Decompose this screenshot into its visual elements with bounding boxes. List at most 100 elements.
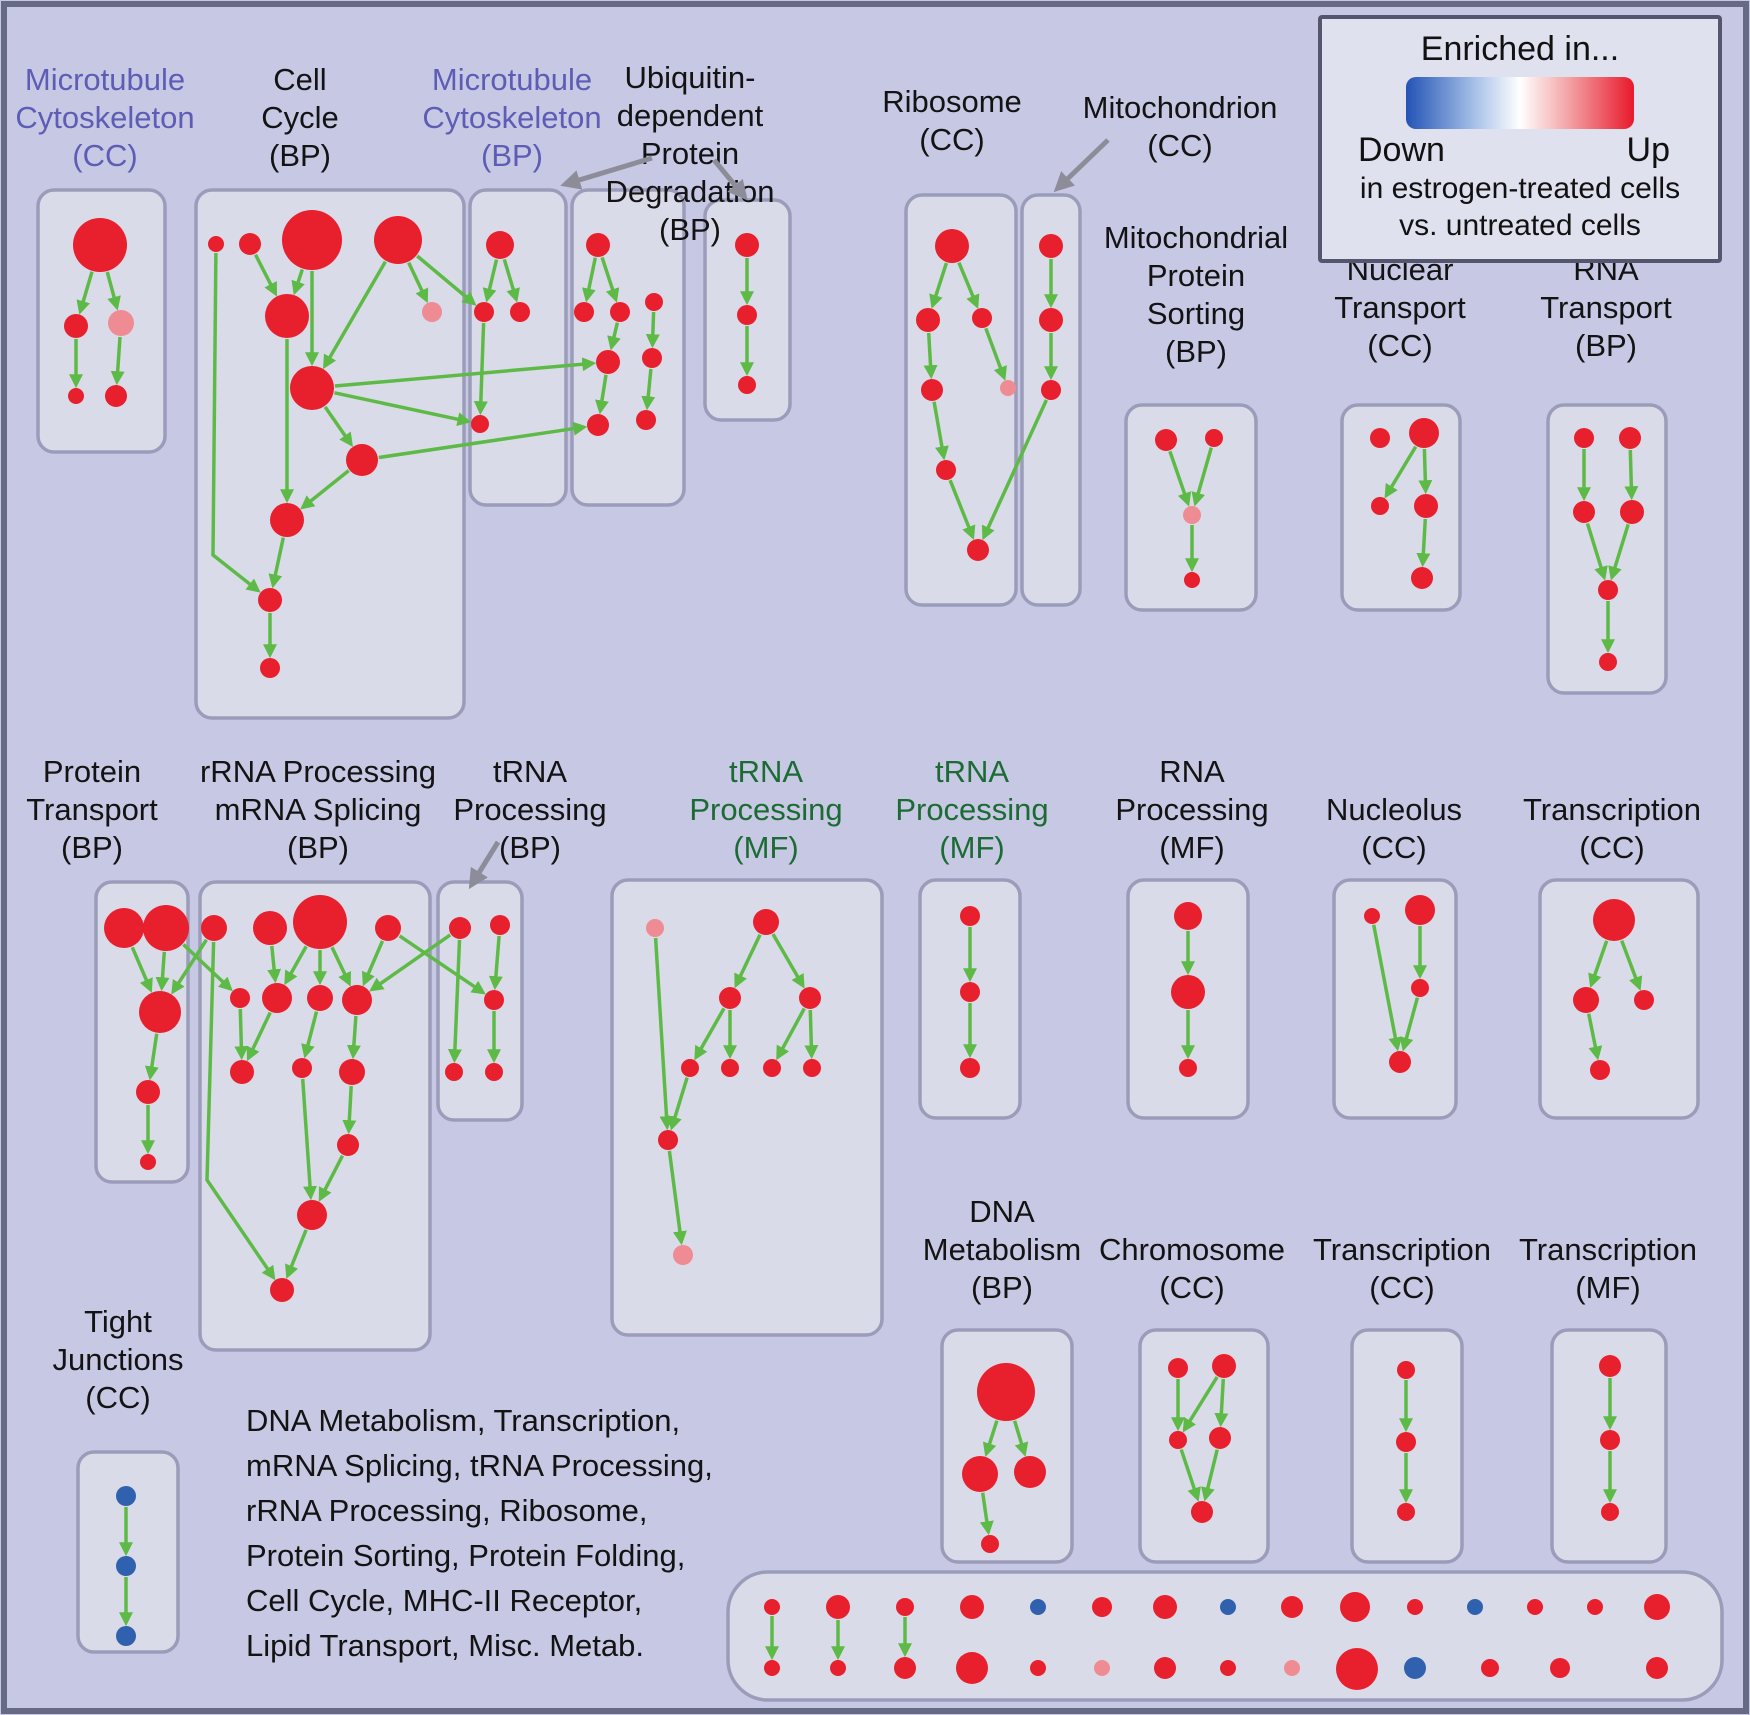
go-term-node <box>1411 567 1433 589</box>
cluster-label-cell-cycle-bp: Cell Cycle (BP) <box>261 62 339 173</box>
go-term-node <box>981 1535 999 1553</box>
go-term-node <box>1411 979 1429 997</box>
annotation-arrow <box>560 155 653 190</box>
go-term-node <box>270 503 304 537</box>
go-term-node <box>894 1657 916 1679</box>
edge-arrow <box>1201 1449 1219 1502</box>
edge-arrow <box>641 368 656 411</box>
go-term-node <box>673 1245 693 1265</box>
go-term-node <box>1599 653 1617 671</box>
go-term-node <box>636 410 656 430</box>
go-term-node <box>230 988 250 1008</box>
go-term-node <box>342 985 372 1015</box>
edge-arrow <box>369 933 452 992</box>
go-term-node <box>1169 1431 1187 1449</box>
edge-arrow <box>211 252 261 593</box>
edge-arrow <box>1012 1420 1029 1457</box>
annotation-arrow <box>712 158 748 201</box>
go-term-node <box>1191 1501 1213 1523</box>
go-term-node <box>1174 902 1202 930</box>
edge-arrow <box>267 945 282 984</box>
go-term-node <box>764 1660 780 1676</box>
go-term-node <box>960 1058 980 1078</box>
go-term-node <box>1030 1599 1046 1615</box>
annotation-arrow <box>468 840 501 890</box>
cluster-box-tight-junctions-cc <box>76 1450 180 1654</box>
go-term-node <box>960 906 980 926</box>
misc-clusters-text: DNA Metabolism, Transcription, mRNA Spli… <box>246 1398 713 1668</box>
edge-arrow <box>482 259 499 303</box>
edge-arrow <box>318 1154 345 1202</box>
go-term-node <box>486 231 514 259</box>
go-term-node <box>658 1130 678 1150</box>
legend-gradient-bar <box>1406 77 1634 129</box>
go-term-node <box>471 415 489 433</box>
go-term-node <box>764 1599 780 1615</box>
go-term-node <box>230 1060 254 1084</box>
go-term-node <box>1179 1059 1197 1077</box>
go-term-node <box>1205 429 1223 447</box>
edge-arrow <box>694 1007 726 1061</box>
cluster-label-ribosome-cc: Ribosome (CC) <box>882 84 1022 157</box>
cluster-box-transcription-cc-mid <box>1538 878 1700 1120</box>
go-term-node <box>960 1595 984 1619</box>
legend-subtitle-line1: in estrogen-treated cells <box>1359 172 1681 205</box>
edge-arrow <box>595 374 609 415</box>
edge-arrow <box>1214 1378 1229 1428</box>
go-term-node <box>1039 234 1063 258</box>
cluster-box-cell-cycle-bp <box>194 188 466 720</box>
edge-arrow <box>182 943 233 992</box>
edge-arrow <box>776 1007 806 1061</box>
cluster-label-trna-processing-mf-large: tRNA Processing (MF) <box>689 754 842 865</box>
edge-arrow <box>334 391 472 427</box>
cluster-label-transcription-cc-bottom: Transcription (CC) <box>1313 1232 1491 1305</box>
legend-title: Enriched in... <box>1420 30 1620 68</box>
cluster-label-dna-metabolism-bp: DNA Metabolism (BP) <box>923 1194 1082 1305</box>
go-term-node <box>753 909 779 935</box>
go-term-node <box>73 218 127 272</box>
go-term-node <box>1550 1658 1570 1678</box>
go-term-node <box>1407 1599 1423 1615</box>
go-term-node <box>596 350 620 374</box>
go-term-node <box>1014 1456 1046 1488</box>
go-term-node <box>208 236 224 252</box>
go-term-node <box>1155 429 1177 451</box>
edge-arrow <box>300 469 350 510</box>
cluster-label-mitochondrion-cc: Mitochondrion (CC) <box>1083 90 1278 163</box>
cluster-box-trna-processing-bp <box>436 880 524 1122</box>
edge-arrow <box>105 271 121 311</box>
edge-arrow <box>804 1009 819 1060</box>
legend-down-label: Down <box>1358 131 1445 169</box>
edge-arrow <box>1608 523 1630 581</box>
go-term-node <box>1184 572 1200 588</box>
go-term-node <box>1281 1596 1303 1618</box>
go-term-node <box>586 233 610 257</box>
go-term-node <box>510 302 530 322</box>
edge-arrow <box>771 933 805 989</box>
edge-arrow <box>653 937 674 1131</box>
go-term-node <box>1212 1354 1236 1378</box>
go-term-node <box>737 305 757 325</box>
go-term-node <box>307 985 333 1011</box>
edge-arrow <box>342 1085 357 1135</box>
go-term-node <box>490 915 510 935</box>
cluster-box-dna-metabolism-bp <box>940 1328 1074 1564</box>
go-term-node <box>1092 1597 1112 1617</box>
go-term-node <box>104 908 144 948</box>
go-term-node <box>474 302 494 322</box>
go-term-node <box>1527 1599 1543 1615</box>
cluster-box-mixed-strip <box>726 1570 1724 1702</box>
cluster-label-microtubule-cytoskeleton-cc: Microtubule Cytoskeleton (CC) <box>15 62 194 173</box>
go-term-node <box>1389 1051 1411 1073</box>
go-term-node <box>292 1058 312 1078</box>
edge-arrow <box>923 332 938 380</box>
go-term-node <box>967 539 989 561</box>
layer-labels: Microtubule Cytoskeleton (CC) Cell Cycle (BP)… <box>15 60 1701 1415</box>
edge-arrow <box>205 941 276 1281</box>
go-term-node <box>1644 1594 1670 1620</box>
go-term-node <box>1573 987 1599 1013</box>
go-term-node <box>1646 1657 1668 1679</box>
layer-edges <box>69 252 1643 1661</box>
go-term-node <box>1619 427 1641 449</box>
